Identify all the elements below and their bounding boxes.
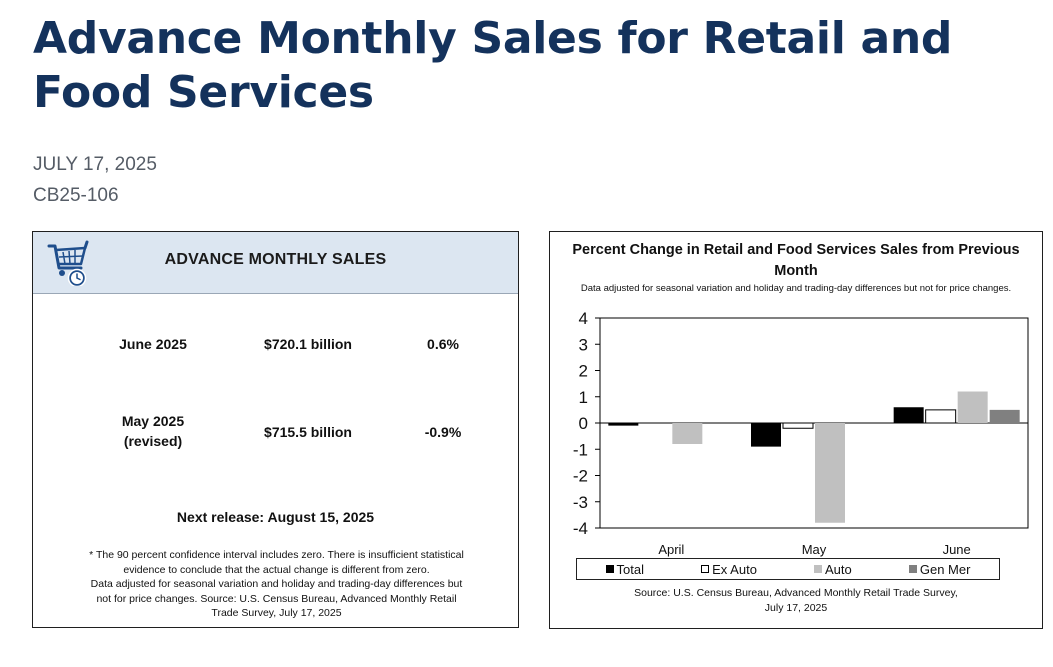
y-tick-label: 1	[579, 388, 588, 407]
bar-ex-auto-june	[925, 409, 957, 424]
bar-total-june	[893, 407, 924, 423]
legend-item-auto: Auto	[814, 562, 852, 577]
chart-legend: Total Ex Auto Auto Gen Mer	[576, 558, 1000, 580]
legend-item-gen-mer: Gen Mer	[908, 561, 971, 577]
footnote-line: Trade Survey, July 17, 2025	[211, 607, 342, 619]
y-tick-label: 3	[579, 335, 588, 354]
bar-auto-june	[957, 391, 988, 423]
bar-total-may	[751, 423, 781, 447]
x-tick-label: April	[658, 542, 684, 557]
chart-title: Percent Change in Retail and Food Servic…	[572, 242, 1020, 279]
chart-source-line: July 17, 2025	[764, 602, 828, 614]
y-tick-label: -1	[573, 440, 588, 459]
legend-label: Gen Mer	[919, 561, 971, 577]
legend-swatch	[605, 565, 614, 573]
legend-swatch	[814, 565, 823, 573]
row-june-value: $720.1 billion	[264, 336, 352, 352]
legend-label: Ex Auto	[712, 561, 757, 577]
x-tick-label: May	[802, 542, 827, 557]
bar-ex-auto-may	[782, 422, 814, 429]
bar-chart: 4 3 2 1 0 -1 -2 -3 -4 April May June	[573, 309, 1029, 557]
row-may-revised-note: (revised)	[123, 433, 183, 449]
row-may-change: -0.9%	[424, 424, 462, 440]
x-tick-label: June	[943, 542, 971, 557]
sales-card-title: ADVANCE MONTHLY SALES	[164, 251, 387, 268]
y-tick-label: -2	[573, 467, 588, 486]
chart-subtitle: Data adjusted for seasonal variation and…	[580, 283, 1012, 294]
legend-label: Total	[616, 561, 645, 577]
y-tick-label: 0	[579, 414, 588, 433]
sales-card-header: ADVANCE MONTHLY SALES	[33, 232, 518, 294]
legend-label: Auto	[825, 561, 852, 577]
page-title: Advance Monthly Sales for Retail and Foo…	[33, 13, 953, 118]
footnote-line: not for price changes. Source: U.S. Cens…	[96, 592, 457, 605]
bar-auto-april	[672, 423, 703, 444]
legend-swatch	[701, 565, 710, 573]
release-number: CB25-106	[33, 185, 119, 206]
legend-swatch	[908, 565, 917, 573]
legend-item-ex-auto: Ex Auto	[701, 562, 757, 577]
chart-source: Source: U.S. Census Bureau, Advanced Mon…	[550, 586, 1042, 616]
row-may-value: $715.5 billion	[264, 424, 352, 440]
bar-auto-may	[815, 423, 845, 523]
row-june-period: June 2025	[119, 336, 187, 352]
legend-item-total: Total	[605, 561, 645, 577]
release-date: JULY 17, 2025	[33, 154, 157, 175]
y-tick-label: 2	[579, 362, 588, 381]
y-tick-label: 4	[579, 309, 588, 328]
row-may-period: May 2025	[121, 413, 185, 429]
footnote-line: Data adjusted for seasonal variation and…	[90, 578, 463, 590]
bar-gen-mer-june	[989, 409, 1020, 423]
y-tick-label: -3	[573, 493, 588, 512]
advance-monthly-sales-card: ADVANCE MONTHLY SALES June 2025 $720.1 b…	[32, 231, 519, 628]
footnote-line: * The 90 percent confidence interval inc…	[89, 549, 464, 561]
sales-footnote: * The 90 percent confidence interval inc…	[43, 548, 510, 621]
shopping-cart-clock-icon	[47, 240, 89, 286]
chart-source-line: Source: U.S. Census Bureau, Advanced Mon…	[634, 587, 958, 599]
footnote-line: evidence to conclude that the actual cha…	[123, 563, 430, 576]
y-tick-label: -4	[573, 519, 588, 538]
row-june-change: 0.6%	[427, 336, 459, 352]
next-release: Next release: August 15, 2025	[176, 509, 375, 525]
bar-total-april	[608, 423, 639, 426]
percent-change-chart-card: Percent Change in Retail and Food Servic…	[549, 231, 1043, 629]
